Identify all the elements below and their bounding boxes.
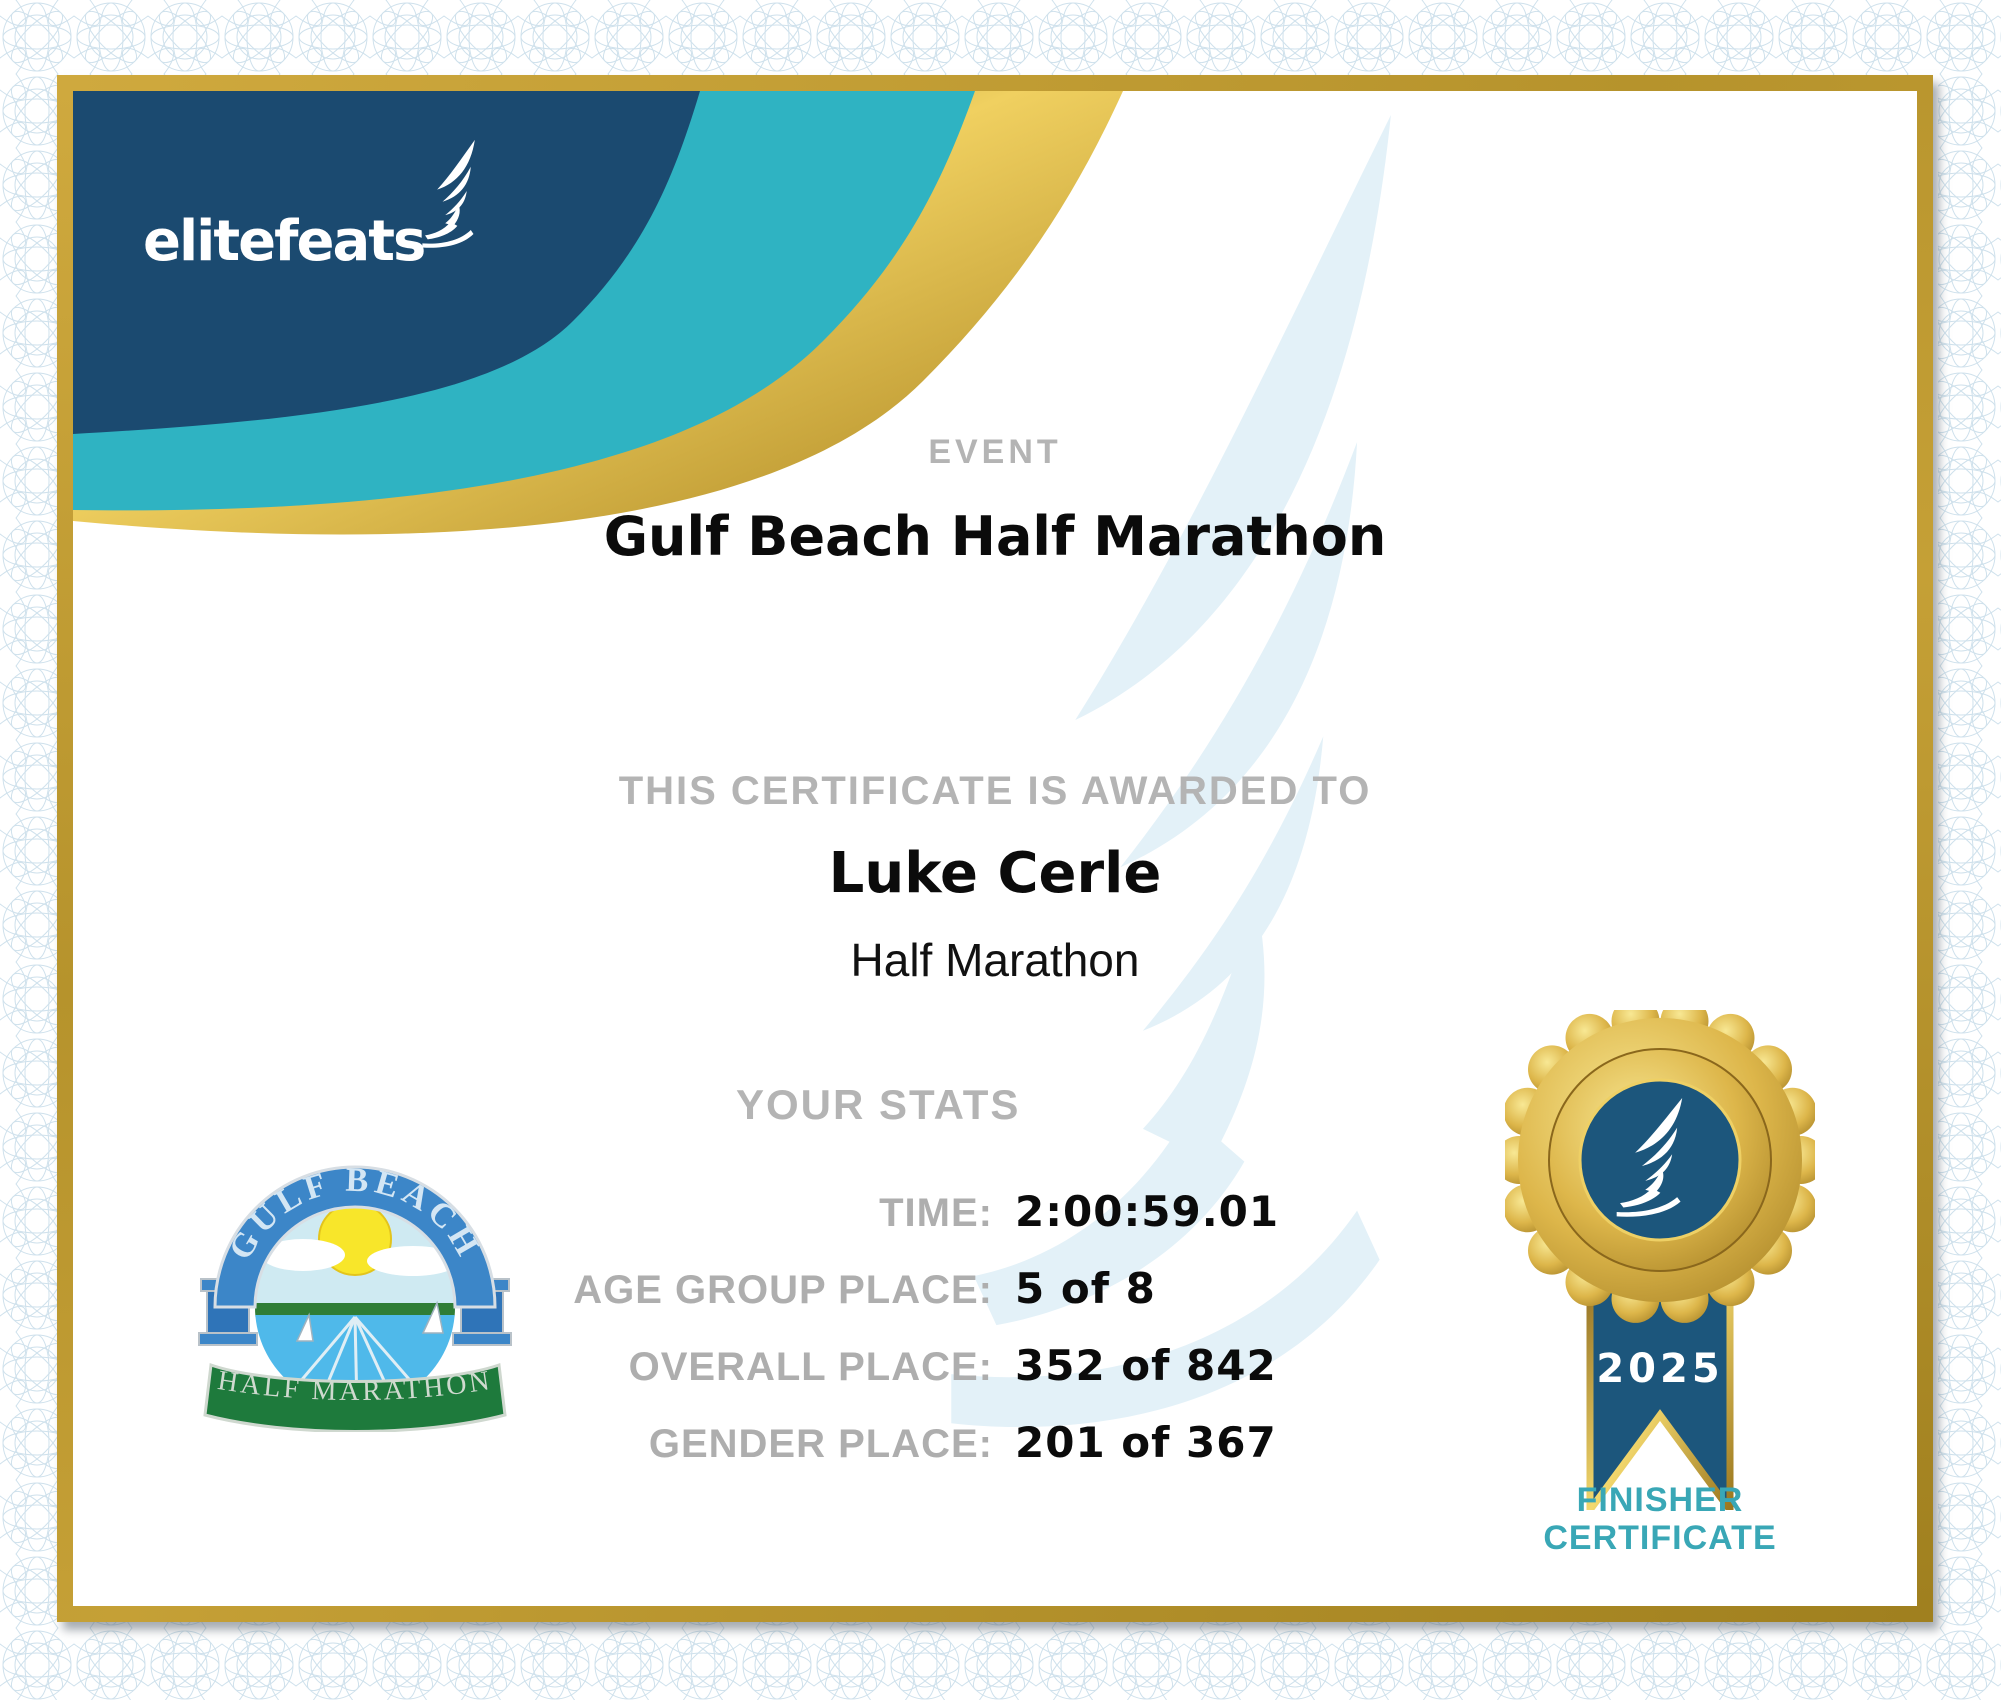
event-label: EVENT xyxy=(928,433,1062,471)
gulf-beach-medal-icon: GULF BEACH HALF MARATHON xyxy=(198,1162,512,1432)
event-name: Gulf Beach Half Marathon xyxy=(603,505,1387,568)
recipient-name: Luke Cerle xyxy=(828,841,1162,906)
badge-caption-line2: CERTIFICATE xyxy=(1543,1519,1777,1557)
finisher-rosette-medal-icon: 2025 xyxy=(1505,1010,1815,1510)
stat-label-overall-place: OVERALL PLACE: xyxy=(628,1345,993,1389)
stats-list: TIME: 2:00:59.01 AGE GROUP PLACE: 5 of 8… xyxy=(363,1187,1279,1467)
stat-label-age-group-place: AGE GROUP PLACE: xyxy=(573,1268,993,1312)
winged-foot-icon xyxy=(422,139,475,248)
stat-value-gender-place: 201 of 367 xyxy=(1015,1418,1277,1467)
stat-value-age-group-place: 5 of 8 xyxy=(1015,1264,1156,1313)
stat-label-gender-place: GENDER PLACE: xyxy=(648,1422,993,1466)
stat-label-time: TIME: xyxy=(879,1191,993,1235)
awarded-to-label: THIS CERTIFICATE IS AWARDED TO xyxy=(618,769,1372,813)
stat-value-overall-place: 352 of 842 xyxy=(1015,1341,1277,1390)
certificate-body: elitefeats EVENT Gulf Beach Half Maratho… xyxy=(73,91,1917,1606)
winged-foot-watermark-icon xyxy=(951,115,1391,1428)
badge-caption-line1: FINISHER xyxy=(1576,1481,1744,1519)
stat-value-time: 2:00:59.01 xyxy=(1015,1187,1280,1236)
header-swoosh xyxy=(73,91,1123,535)
certificate-frame: elitefeats EVENT Gulf Beach Half Maratho… xyxy=(57,75,1933,1622)
race-division: Half Marathon xyxy=(850,934,1140,986)
brand-logo-text: elitefeats xyxy=(143,209,426,274)
badge-year: 2025 xyxy=(1596,1346,1723,1392)
your-stats-title: YOUR STATS xyxy=(736,1081,1021,1128)
